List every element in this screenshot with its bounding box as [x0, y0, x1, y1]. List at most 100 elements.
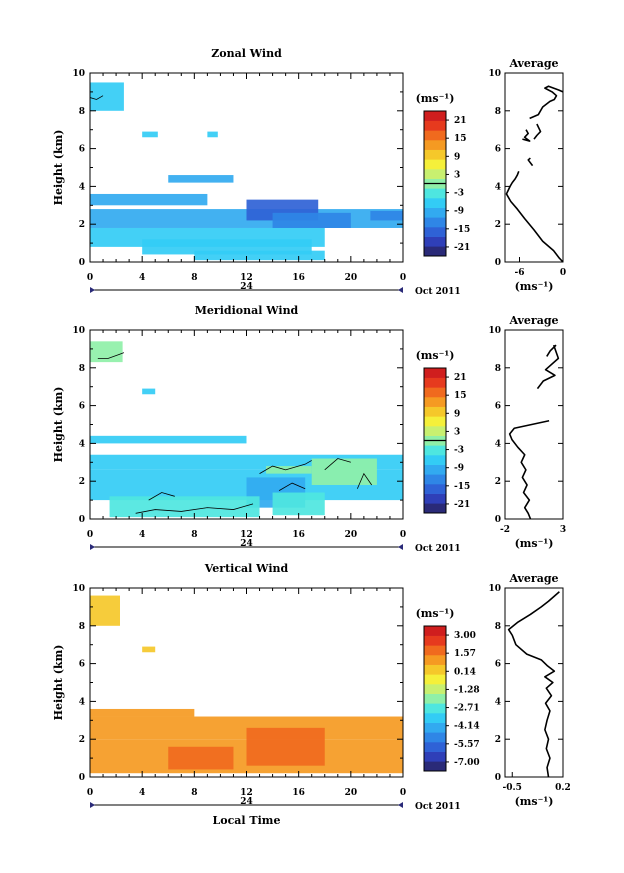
- colorbar-label: -3: [454, 446, 464, 456]
- heatmap-cell: [168, 746, 234, 770]
- y-axis-label: Height (km): [52, 130, 65, 206]
- average-title: Average: [508, 57, 558, 70]
- average-panel: Average 0 2 4 6 8 10 -2 3 (ms⁻¹): [488, 314, 566, 550]
- day-bar-marker: [398, 287, 403, 293]
- colorbar-label: -9: [454, 207, 464, 217]
- average-y-tick-label: 4: [495, 182, 501, 192]
- colorbar-swatch: [424, 111, 446, 121]
- contour-line: [89, 95, 104, 100]
- y-tick-label: 8: [79, 622, 85, 632]
- average-frame: [504, 587, 564, 778]
- x-tick-label: 0: [400, 788, 406, 798]
- x-tick-label: 16: [292, 530, 305, 540]
- y-tick-label: 2: [79, 735, 85, 745]
- average-x-tick-label: 0.2: [555, 783, 571, 793]
- colorbar-swatch: [424, 416, 446, 427]
- average-y-tick-label: 2: [495, 220, 501, 230]
- colorbar-swatch: [424, 713, 446, 723]
- colorbar-swatch: [424, 140, 446, 150]
- colorbar-swatch: [424, 198, 446, 208]
- average-y-tick-label: 6: [495, 145, 501, 155]
- average-profile-line: [527, 157, 534, 167]
- colorbar: (ms⁻¹) 3.00 1.57 0.14 -1.28 -2.71 -4.14 -5.57 -7…: [416, 607, 480, 772]
- average-y-tick-label: 4: [495, 439, 501, 449]
- y-tick-label: 2: [79, 220, 85, 230]
- average-profile-line: [536, 344, 560, 390]
- contour-line: [148, 492, 175, 501]
- colorbar-swatch: [424, 387, 446, 398]
- y-tick-label: 6: [79, 145, 85, 155]
- colorbar-swatch: [424, 722, 446, 733]
- colorbar-swatch: [424, 426, 446, 436]
- average-y-tick-label: 8: [495, 107, 501, 117]
- x-tick-label: 0: [400, 530, 406, 540]
- average-profile-line: [533, 123, 542, 140]
- day-label: 24: [240, 282, 253, 292]
- y-tick-label: 0: [79, 773, 85, 783]
- average-y-tick-label: 6: [495, 402, 501, 412]
- heatmap-cell: [207, 131, 218, 138]
- x-tick-label: 8: [191, 788, 197, 798]
- colorbar-label: 3.00: [454, 631, 476, 641]
- average-profile-line: [522, 129, 531, 142]
- colorbar-label: 9: [454, 409, 460, 419]
- colorbar-units: (ms⁻¹): [416, 349, 455, 362]
- contour-line: [278, 482, 306, 491]
- colorbar: (ms⁻¹) 21 15 9 3 -3 -9 -15 -21: [416, 349, 470, 514]
- colorbar-label: -7.00: [454, 758, 480, 768]
- colorbar-swatch: [424, 645, 446, 656]
- y-tick-label: 4: [79, 182, 85, 192]
- x-tick-label: 12: [240, 530, 253, 540]
- heatmap-cell: [194, 250, 325, 261]
- colorbar-label: 3: [454, 170, 460, 180]
- x-tick-label: 0: [400, 273, 406, 283]
- heatmap-cell: [90, 595, 120, 626]
- colorbar-swatch: [424, 159, 446, 170]
- heatmap-cells: [90, 82, 403, 261]
- colorbar-swatch: [424, 368, 446, 378]
- x-tick-label: 0: [87, 530, 93, 540]
- day-bar-marker: [90, 544, 95, 550]
- heatmap-cells: [90, 595, 403, 774]
- average-title: Average: [508, 572, 558, 585]
- heatmap-cell: [90, 708, 195, 717]
- colorbar-label: 3: [454, 427, 460, 437]
- average-y-tick-label: 4: [495, 697, 501, 707]
- colorbar-label: -15: [454, 482, 470, 492]
- colorbar-swatch: [424, 217, 446, 228]
- colorbar-swatch: [424, 655, 446, 665]
- day-label: 24: [240, 797, 253, 807]
- colorbar-swatch: [424, 406, 446, 417]
- colorbar-swatch: [424, 377, 446, 388]
- heatmap-cell: [90, 82, 124, 111]
- x-tick-label: 16: [292, 273, 305, 283]
- colorbar-swatch: [424, 503, 446, 514]
- colorbar-swatch: [424, 684, 446, 694]
- average-panel: Average 0 2 4 6 8 10 -6 0 (ms⁻¹): [488, 57, 566, 293]
- average-y-tick-label: 0: [495, 258, 501, 268]
- colorbar-swatch: [424, 246, 446, 257]
- panel-title: Zonal Wind: [211, 47, 282, 60]
- average-y-tick-label: 0: [495, 515, 501, 525]
- panel-title: Vertical Wind: [204, 562, 289, 575]
- x-tick-label: 20: [345, 788, 358, 798]
- heatmap-cell: [142, 388, 156, 395]
- average-y-tick-label: 10: [488, 69, 501, 79]
- heatmap-cell: [90, 341, 123, 363]
- y-tick-label: 2: [79, 477, 85, 487]
- colorbar-swatch: [424, 455, 446, 465]
- y-tick-label: 10: [72, 326, 85, 336]
- colorbar-swatch: [424, 742, 446, 752]
- colorbar: (ms⁻¹) 21 15 9 3 -3 -9 -15 -21: [416, 92, 470, 257]
- colorbar-units: (ms⁻¹): [416, 92, 455, 105]
- average-x-tick-label: 0: [560, 268, 566, 278]
- y-tick-label: 0: [79, 515, 85, 525]
- y-tick-label: 0: [79, 258, 85, 268]
- heatmap-cells: [90, 341, 403, 518]
- average-profile-line: [507, 591, 560, 778]
- date-label: Oct 2011: [415, 802, 461, 812]
- average-y-tick-label: 6: [495, 660, 501, 670]
- average-title: Average: [508, 314, 558, 327]
- x-tick-label: 8: [191, 273, 197, 283]
